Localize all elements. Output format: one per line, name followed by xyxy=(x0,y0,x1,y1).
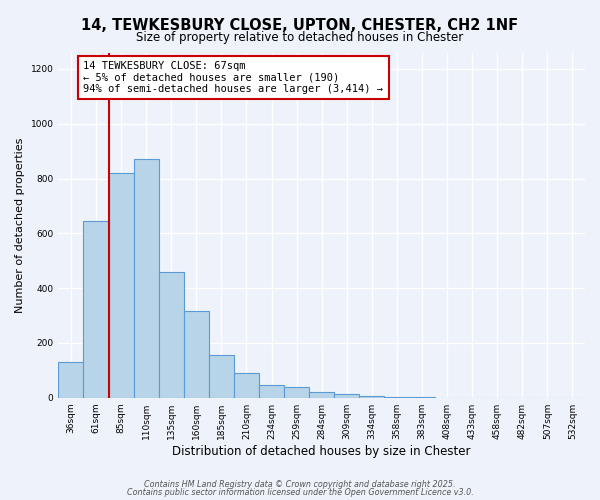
Text: 14 TEWKESBURY CLOSE: 67sqm
← 5% of detached houses are smaller (190)
94% of semi: 14 TEWKESBURY CLOSE: 67sqm ← 5% of detac… xyxy=(83,60,383,94)
Bar xyxy=(309,392,334,398)
Y-axis label: Number of detached properties: Number of detached properties xyxy=(15,138,25,313)
Bar xyxy=(184,312,209,398)
Text: Contains public sector information licensed under the Open Government Licence v3: Contains public sector information licen… xyxy=(127,488,473,497)
Bar xyxy=(334,394,359,398)
Bar xyxy=(159,272,184,398)
Bar xyxy=(83,221,109,398)
Bar xyxy=(58,362,83,398)
Bar xyxy=(234,373,259,398)
Text: 14, TEWKESBURY CLOSE, UPTON, CHESTER, CH2 1NF: 14, TEWKESBURY CLOSE, UPTON, CHESTER, CH… xyxy=(82,18,518,32)
Text: Size of property relative to detached houses in Chester: Size of property relative to detached ho… xyxy=(136,31,464,44)
Text: Contains HM Land Registry data © Crown copyright and database right 2025.: Contains HM Land Registry data © Crown c… xyxy=(144,480,456,489)
Bar xyxy=(109,173,134,398)
Bar xyxy=(209,355,234,398)
Bar xyxy=(359,396,385,398)
Bar xyxy=(259,384,284,398)
Bar xyxy=(385,397,409,398)
Bar xyxy=(134,160,159,398)
X-axis label: Distribution of detached houses by size in Chester: Distribution of detached houses by size … xyxy=(172,444,471,458)
Bar xyxy=(284,388,309,398)
